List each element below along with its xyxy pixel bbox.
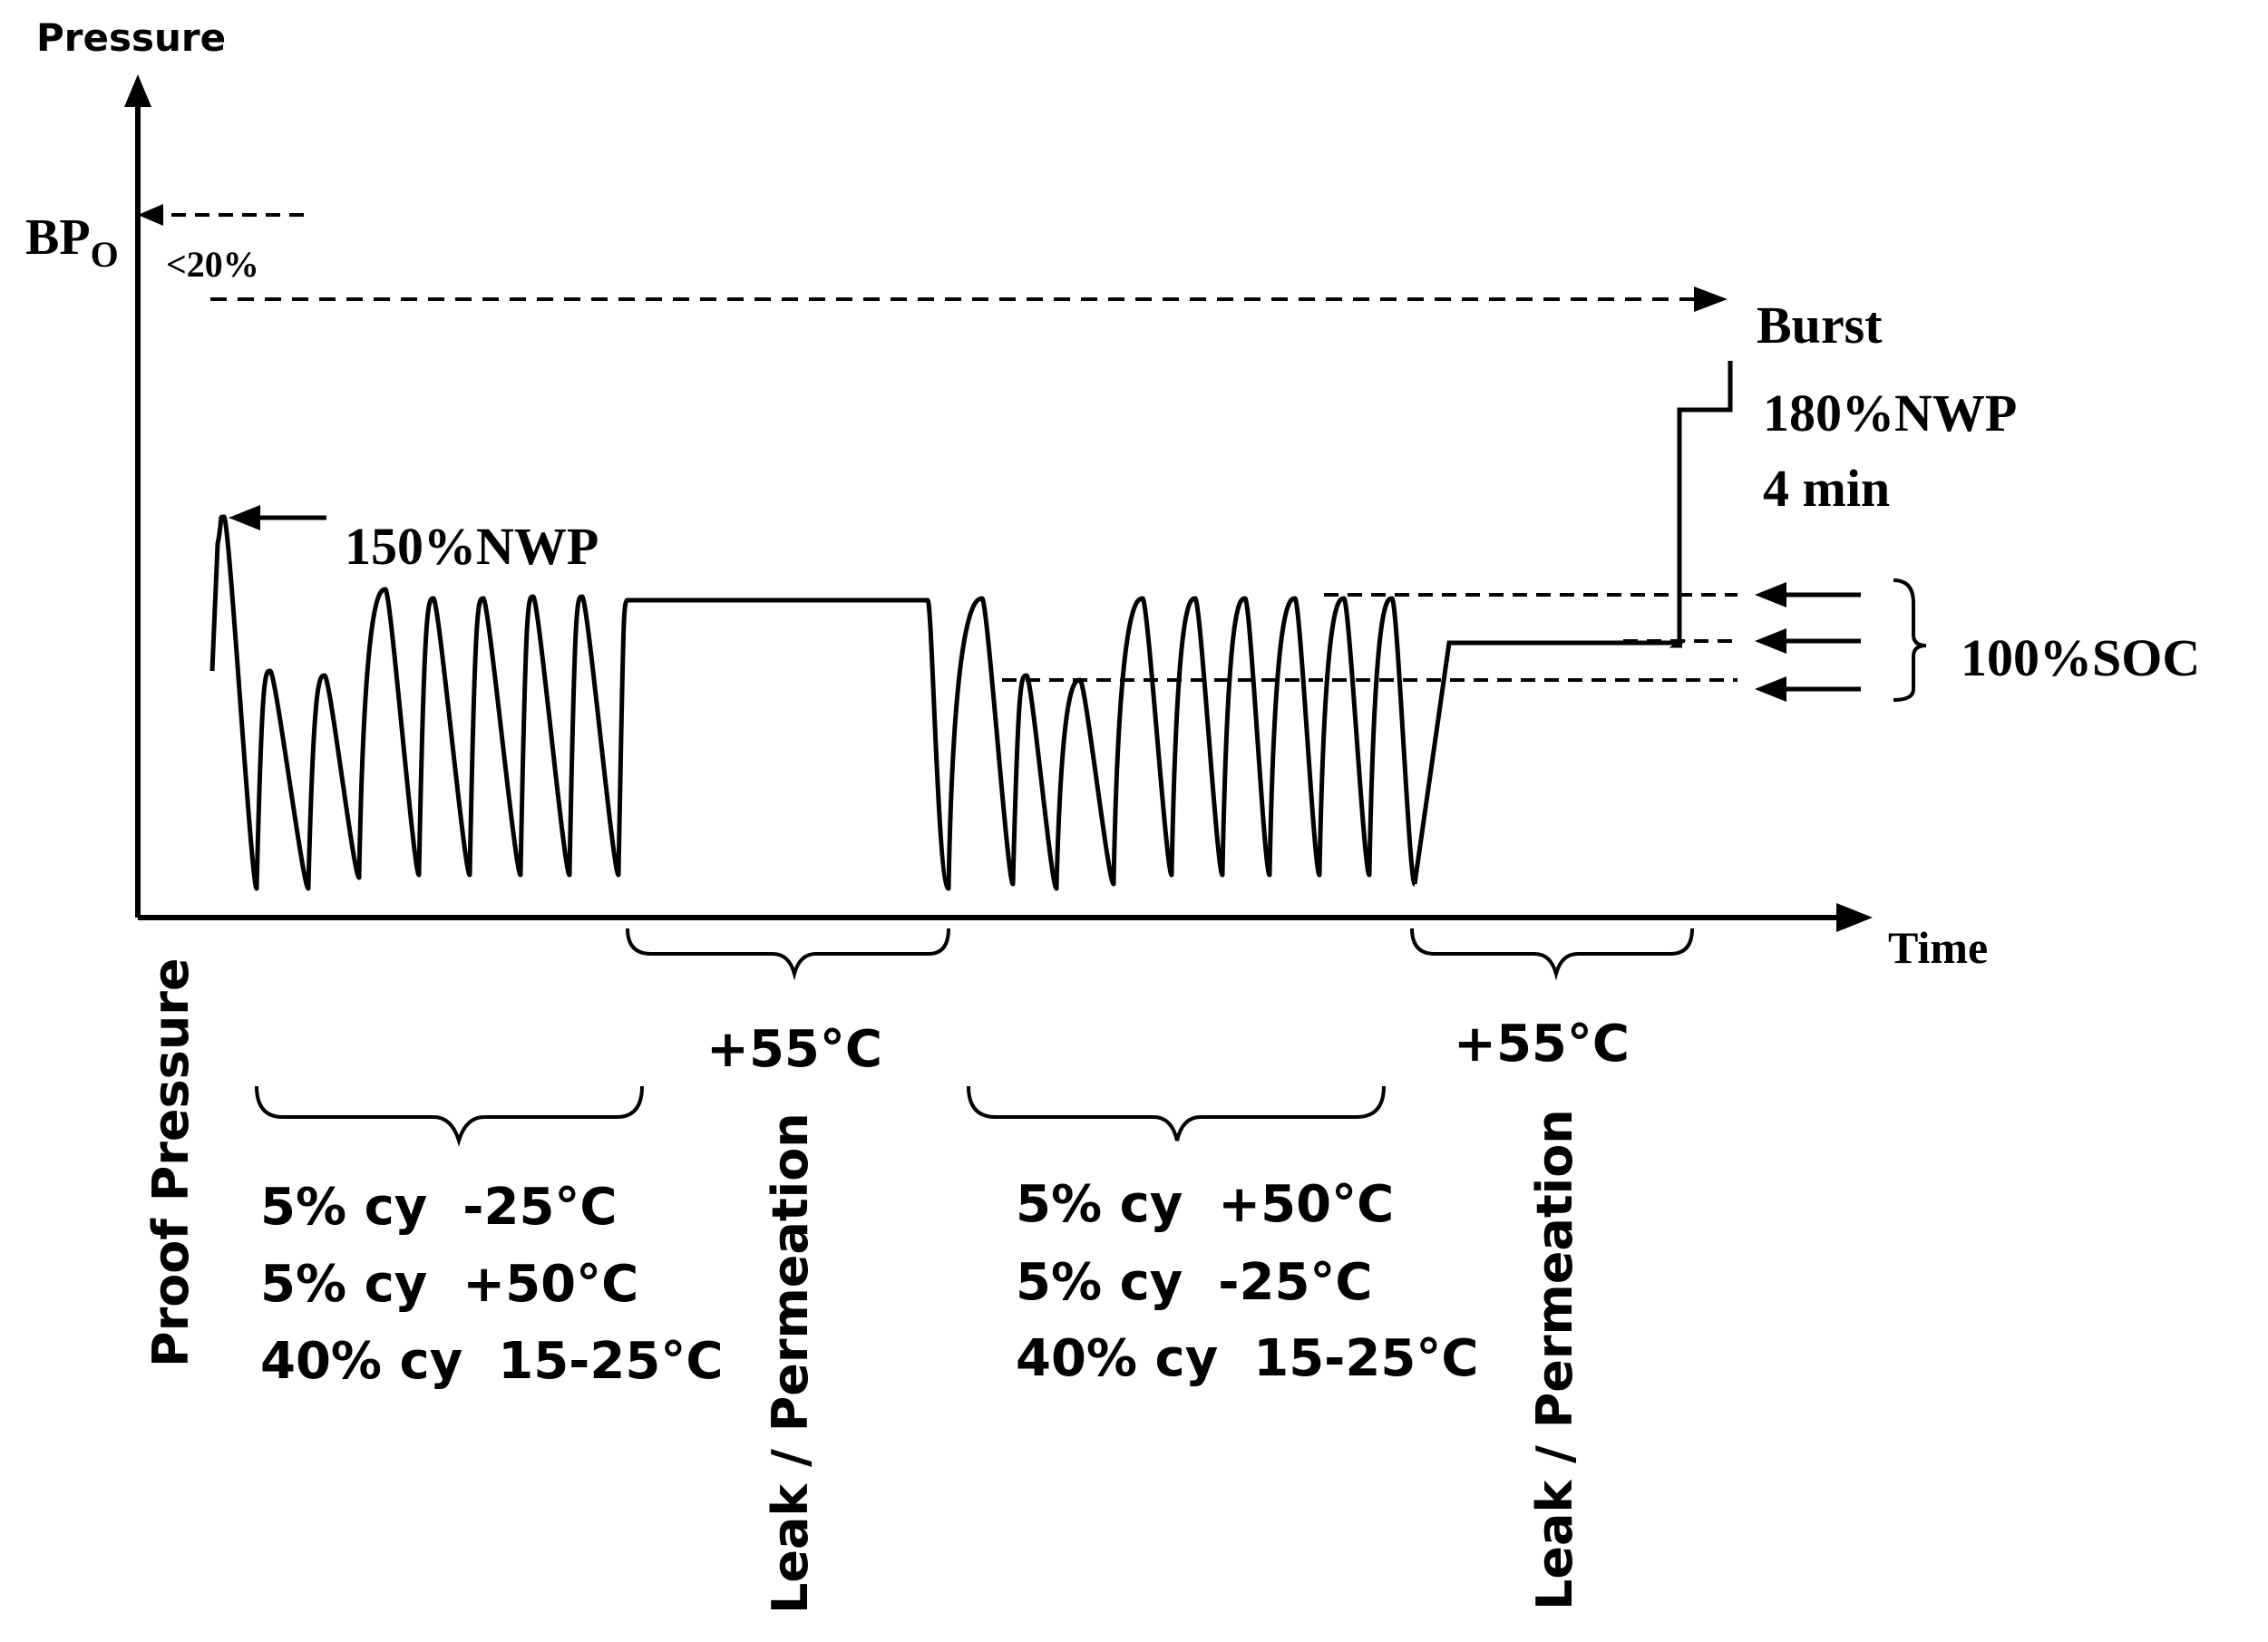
soc-arrowhead-upper [1755,582,1786,607]
burst-label: Burst [1757,296,1883,355]
cycling-group-2-item: 5% cy -25°C [1016,1253,1373,1312]
pressure-trace-cycling-block-2 [925,596,1417,891]
soc-label: 100%SOC [1961,628,2200,687]
pressure-trace-step-to-180nwp [1675,361,1733,646]
hold-pressure-label: 180%NWP [1763,384,2017,442]
brace-cycling-group-1 [255,1085,644,1147]
brace-hot-hold-1 [626,928,950,981]
brace-cycling-group-2 [967,1085,1386,1142]
pressure-trace-cycling-block-1 [209,514,633,891]
cycling-group-1-item: 40% cy 15-25°C [260,1332,723,1391]
cycling-group-1-item: 5% cy +50°C [260,1255,638,1314]
pressure-trace-step-180 [1449,638,1682,648]
bpo-label: BPO [25,209,119,275]
proof-pressure-label: Proof Pressure [142,957,200,1367]
hot-hold-2-label: +55°C [1454,1015,1630,1074]
hold-duration-label: 4 min [1763,459,1890,518]
proof-peak-arrowhead [229,505,260,530]
proof-peak-label: 150%NWP [345,517,599,576]
bpo-tolerance: <20% [166,244,259,285]
cycling-group-2-item: 40% cy 15-25°C [1016,1329,1478,1388]
soc-brace [1893,578,1927,702]
brace-hot-hold-2 [1410,928,1694,981]
cycling-group-1-list: 5% cy -25°C 5% cy +50°C 40% cy 15-25°C [260,1178,723,1391]
bpo-arrowhead [138,204,163,226]
cycling-group-1-item: 5% cy -25°C [260,1178,618,1237]
cycling-group-2-item: 5% cy +50°C [1016,1175,1394,1234]
hot-hold-1-label: +55°C [706,1020,882,1079]
x-axis-label: Time [1888,922,1988,973]
soc-arrowhead-middle [1755,628,1786,654]
burst-arrowhead [1694,287,1728,312]
x-axis-arrowhead [1836,903,1873,932]
y-axis-label: Pressure [36,15,226,60]
y-axis-arrowhead [124,74,151,107]
cycling-group-2-list: 5% cy +50°C 5% cy -25°C 40% cy 15-25°C [1016,1175,1478,1388]
leak-permeation-label-2: Leak / Permeation [1526,1109,1583,1610]
leak-permeation-label-1: Leak / Permeation [762,1112,819,1614]
soc-arrowhead-lower [1755,676,1786,702]
